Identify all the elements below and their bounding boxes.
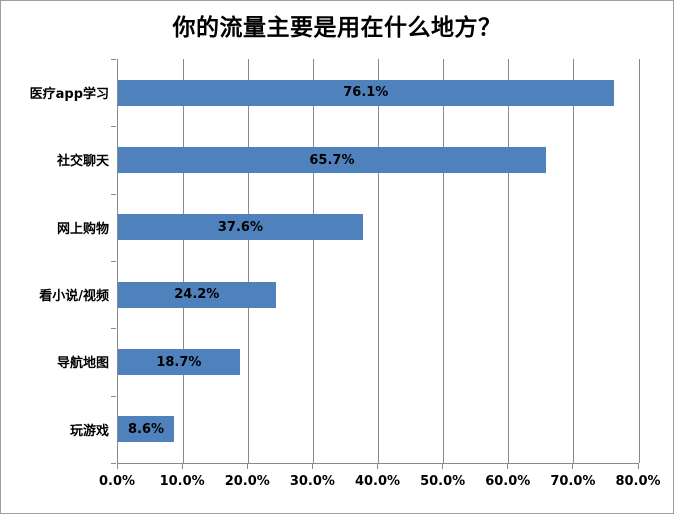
bar-data-label: 76.1% <box>343 85 389 101</box>
category-axis-tick <box>111 193 116 195</box>
category-axis-tick <box>111 126 116 128</box>
value-axis-tick <box>181 464 183 469</box>
value-axis-tick <box>311 464 313 469</box>
value-axis-tick <box>442 464 444 469</box>
value-axis-tick <box>116 464 118 469</box>
value-axis-label: 10.0% <box>159 474 205 489</box>
bar-data-label: 8.6% <box>127 421 165 437</box>
value-axis-tick <box>246 464 248 469</box>
bar-data-label: 18.7% <box>156 354 202 370</box>
category-label: 导航地图 <box>56 356 109 372</box>
category-label: 社交聊天 <box>56 154 109 170</box>
value-axis-tick <box>637 464 639 469</box>
value-axis-label: 0.0% <box>98 474 136 489</box>
value-axis-tick <box>377 464 378 469</box>
vertical-gridline <box>508 59 510 463</box>
category-axis-tick <box>111 59 116 60</box>
bar-5: 18.7% <box>118 349 240 375</box>
bar-3: 37.6% <box>118 214 363 241</box>
value-axis-label: 50.0% <box>420 474 466 489</box>
category-axis-tick <box>111 463 116 464</box>
bar-data-label: 24.2% <box>174 287 220 303</box>
plot-area: 76.1% 65.7% 37.6% 24.2% 18.7% 8.6% <box>117 59 640 464</box>
vertical-gridline <box>247 59 249 463</box>
bar-data-label: 37.6% <box>217 219 263 235</box>
chart-title: 你的流量主要是用在什么地方？ <box>172 15 502 41</box>
bar-4: 24.2% <box>118 281 276 308</box>
value-axis-label: 20.0% <box>224 474 270 489</box>
value-axis-label: 30.0% <box>289 474 335 489</box>
category-label: 看小说/视频 <box>39 289 109 305</box>
category-label: 网上购物 <box>56 221 109 237</box>
bar-6: 8.6% <box>118 416 174 443</box>
value-axis-label: 60.0% <box>485 474 531 489</box>
vertical-gridline <box>378 59 379 463</box>
category-axis-tick <box>111 261 116 262</box>
value-axis-label: 40.0% <box>354 474 401 489</box>
vertical-gridline <box>573 59 575 463</box>
vertical-gridline <box>312 59 314 463</box>
vertical-gridline <box>182 59 184 463</box>
value-axis-label: 70.0% <box>550 474 596 489</box>
value-axis-tick <box>572 464 574 469</box>
bar-2: 65.7% <box>118 147 546 173</box>
bar-1: 76.1% <box>118 79 614 106</box>
vertical-gridline <box>443 59 445 463</box>
value-axis-tick <box>507 464 509 469</box>
category-label: 玩游戏 <box>69 423 109 439</box>
bar-data-label: 65.7% <box>309 152 355 168</box>
category-axis-tick <box>111 328 116 330</box>
vertical-gridline <box>638 59 640 463</box>
category-axis-tick <box>111 395 116 397</box>
value-axis-label: 80.0% <box>615 474 661 489</box>
category-label: 医疗app学习 <box>29 87 109 103</box>
